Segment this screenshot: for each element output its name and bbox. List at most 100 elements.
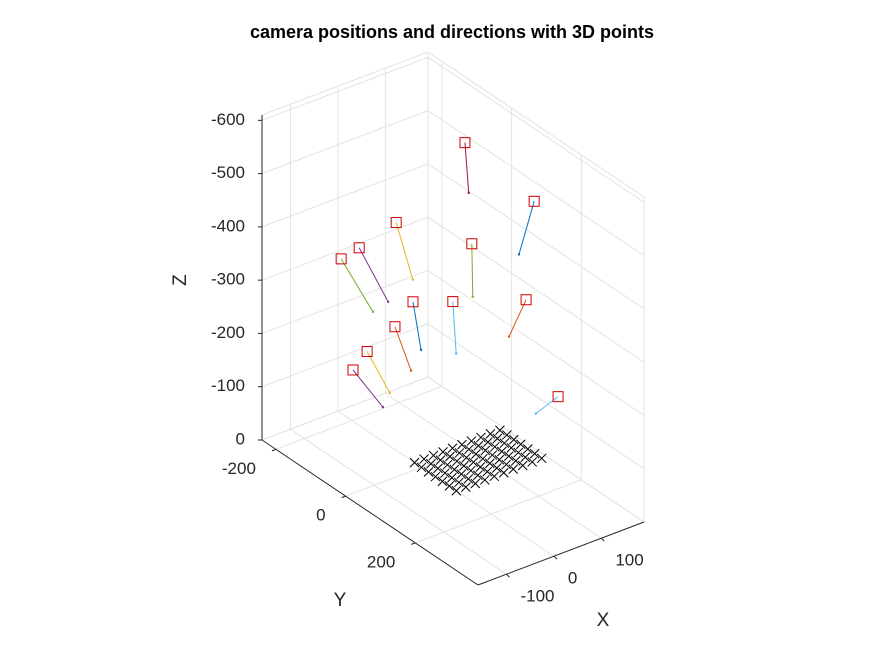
- y-tick-label: -200: [222, 459, 256, 478]
- point-marker: [495, 425, 505, 436]
- grid: [261, 51, 645, 575]
- point-marker: [454, 477, 464, 488]
- camera-marker: [347, 364, 359, 376]
- point-marker: [470, 478, 481, 489]
- grid-line: [427, 56, 645, 203]
- point-marker: [433, 463, 443, 474]
- point-marker: [484, 458, 495, 469]
- point-marker: [520, 452, 531, 463]
- point-marker: [510, 455, 521, 466]
- x-tick-label: -100: [520, 587, 554, 606]
- camera-direction-tip: [517, 253, 521, 256]
- point-marker: [419, 454, 429, 464]
- camera-direction: [358, 247, 389, 303]
- point-marker: [456, 469, 467, 480]
- camera-direction-tip: [371, 310, 375, 314]
- chart-title: camera positions and directions with 3D …: [250, 22, 654, 42]
- grid-line: [385, 392, 602, 539]
- grid-line: [261, 56, 429, 121]
- x-tick-label: 100: [615, 551, 643, 570]
- point-marker: [426, 458, 436, 469]
- x-tick: [553, 555, 558, 560]
- point-marker: [449, 464, 460, 475]
- point-marker: [416, 462, 427, 473]
- camera-direction-tip: [409, 369, 413, 372]
- grid-line: [261, 163, 429, 228]
- y-tick: [341, 495, 346, 499]
- point-marker: [536, 453, 547, 464]
- point-marker: [442, 459, 453, 470]
- point-marker: [492, 433, 503, 444]
- grid-line: [427, 163, 645, 310]
- point-marker: [490, 441, 500, 452]
- camera-direction: [366, 351, 391, 394]
- camera-direction: [518, 201, 535, 255]
- camera-marker: [353, 242, 365, 254]
- point-marker: [513, 447, 524, 458]
- camera-direction-tip: [534, 412, 537, 415]
- point-marker: [479, 475, 490, 485]
- camera-marker: [459, 137, 471, 149]
- point-marker: [452, 456, 462, 467]
- grid-line: [261, 269, 429, 334]
- point-marker: [515, 439, 526, 450]
- point-marker: [489, 471, 500, 482]
- point-marker: [447, 443, 458, 454]
- point-marker: [485, 428, 496, 439]
- grid-line: [261, 110, 429, 175]
- z-tick-label: -200: [211, 323, 245, 342]
- grid-line: [427, 376, 645, 523]
- camera-direction: [340, 258, 374, 313]
- box-edge: [427, 51, 645, 198]
- box-edge: [261, 51, 429, 116]
- camera-marker: [447, 296, 459, 308]
- point-marker: [460, 482, 471, 492]
- point-marker: [502, 430, 512, 440]
- camera-marker: [407, 296, 419, 308]
- point-marker: [438, 446, 448, 457]
- z-tick-label: -500: [211, 163, 245, 182]
- x-tick: [600, 537, 605, 542]
- x-tick: [506, 573, 510, 578]
- camera-marker: [389, 321, 401, 333]
- point-marker: [482, 466, 493, 477]
- grid-line: [427, 216, 645, 363]
- grid-line: [415, 479, 582, 544]
- point-marker: [423, 467, 434, 477]
- grid-line: [427, 110, 645, 257]
- x-axis-line: [477, 521, 645, 586]
- point-marker: [491, 463, 502, 473]
- point-marker: [437, 476, 448, 487]
- z-tick-label: 0: [236, 429, 245, 448]
- point-marker: [440, 468, 450, 478]
- z-tick-label: -400: [211, 216, 245, 235]
- point-marker: [496, 446, 507, 457]
- camera-marker: [520, 294, 532, 306]
- grid-line: [427, 270, 645, 416]
- point-marker: [466, 465, 476, 476]
- point-marker: [529, 448, 540, 459]
- y-tick-label: 0: [316, 506, 325, 525]
- point-marker: [461, 452, 472, 463]
- point-marker: [466, 436, 477, 446]
- camera-marker: [390, 217, 402, 229]
- point-marker: [483, 437, 493, 447]
- camera-direction-tip: [411, 278, 414, 281]
- point-marker: [508, 434, 519, 445]
- point-marker: [499, 438, 510, 449]
- point-marker: [435, 455, 446, 465]
- grid-line: [290, 428, 507, 575]
- point-marker: [471, 449, 481, 459]
- point-marker: [475, 462, 486, 472]
- z-axis-title: Z: [170, 274, 191, 286]
- grid-line: [261, 323, 429, 388]
- camera-marker: [466, 238, 478, 250]
- plot-area: [335, 137, 564, 496]
- grid-line: [275, 385, 443, 450]
- x-tick-label: 0: [568, 569, 577, 588]
- camera-direction-tip: [467, 191, 470, 195]
- axes: -600 -500 -400 -300 -200 -100 0 -200 0 200 -100 0 10…: [211, 110, 645, 606]
- camera-direction: [452, 301, 457, 354]
- camera-direction: [508, 299, 527, 337]
- z-tick-label: -600: [211, 110, 245, 129]
